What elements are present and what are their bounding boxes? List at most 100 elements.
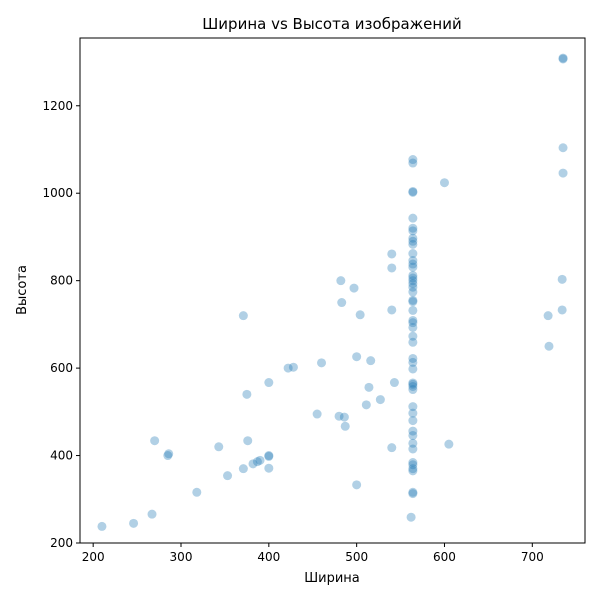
- x-tick-label: 500: [345, 550, 368, 564]
- scatter-point: [408, 155, 418, 165]
- y-tick-label: 1000: [42, 186, 73, 200]
- scatter-point: [408, 426, 418, 436]
- y-tick-label: 600: [50, 361, 73, 375]
- scatter-point: [264, 451, 274, 461]
- scatter-point: [264, 378, 274, 388]
- scatter-point: [408, 464, 418, 474]
- scatter-point: [164, 449, 174, 459]
- scatter-point: [408, 402, 418, 412]
- scatter-point: [408, 295, 418, 305]
- x-tick-label: 200: [82, 550, 105, 564]
- scatter-point: [340, 421, 350, 431]
- scatter-point: [389, 378, 399, 388]
- scatter-point: [283, 363, 293, 373]
- scatter-point: [408, 270, 418, 280]
- scatter-point: [557, 305, 567, 315]
- scatter-point: [317, 358, 327, 368]
- y-tick-label: 800: [50, 274, 73, 288]
- x-tick-label: 400: [257, 550, 280, 564]
- scatter-point: [408, 276, 418, 286]
- scatter-point: [408, 223, 418, 233]
- scatter-point: [439, 178, 449, 188]
- scatter-point: [408, 259, 418, 269]
- scatter-point: [255, 455, 265, 465]
- scatter-point: [558, 143, 568, 153]
- scatter-point: [147, 509, 157, 519]
- scatter-point: [238, 464, 248, 474]
- x-tick-label: 300: [170, 550, 193, 564]
- scatter-point: [408, 381, 418, 391]
- scatter-point: [408, 239, 418, 249]
- chart-title: Ширина vs Высота изображений: [202, 15, 461, 33]
- scatter-point: [408, 444, 418, 454]
- scatter-point: [387, 443, 397, 453]
- scatter-point: [352, 352, 362, 362]
- scatter-point: [408, 487, 418, 497]
- scatter-point: [408, 458, 418, 468]
- scatter-point: [408, 287, 418, 297]
- scatter-point: [408, 318, 418, 328]
- scatter-point: [408, 378, 418, 388]
- scatter-point: [252, 457, 262, 467]
- x-axis: 200 300 400 500 600 700: [82, 543, 544, 564]
- scatter-point: [408, 385, 418, 395]
- scatter-point: [408, 305, 418, 315]
- scatter-point: [339, 412, 349, 422]
- y-tick-label: 400: [50, 449, 73, 463]
- scatter-point: [543, 311, 553, 321]
- scatter-point: [336, 276, 346, 286]
- x-tick-label: 700: [521, 550, 544, 564]
- scatter-point: [375, 395, 385, 405]
- scatter-point: [408, 337, 418, 347]
- scatter-point: [312, 409, 322, 419]
- scatter-point: [408, 379, 418, 389]
- points-group: [97, 53, 568, 531]
- scatter-point: [349, 283, 359, 293]
- scatter-point: [408, 279, 418, 289]
- scatter-point: [408, 262, 418, 272]
- scatter-point: [337, 298, 347, 308]
- scatter-point: [223, 471, 233, 481]
- x-tick-label: 600: [433, 550, 456, 564]
- scatter-point: [334, 411, 344, 421]
- scatter-point: [408, 438, 418, 448]
- scatter-point: [408, 297, 418, 307]
- scatter-point: [408, 430, 418, 440]
- scatter-point: [192, 487, 202, 497]
- scatter-point: [408, 186, 418, 196]
- scatter-point: [248, 459, 258, 469]
- scatter-point: [408, 489, 418, 499]
- scatter-point: [408, 213, 418, 223]
- x-axis-label: Ширина: [304, 571, 360, 586]
- scatter-point: [444, 439, 454, 449]
- scatter-point: [238, 311, 248, 321]
- scatter-point: [150, 436, 160, 446]
- scatter-point: [288, 362, 298, 372]
- scatter-point: [408, 322, 418, 332]
- scatter-point: [163, 451, 173, 461]
- y-axis-label: Высота: [15, 265, 30, 315]
- scatter-point: [408, 416, 418, 426]
- scatter-point: [408, 158, 418, 168]
- scatter-point: [408, 256, 418, 266]
- scatter-point: [406, 512, 416, 522]
- scatter-point: [361, 400, 371, 410]
- scatter-point: [408, 466, 418, 476]
- scatter-point: [264, 451, 274, 461]
- plot-frame: [79, 37, 586, 544]
- scatter-point: [408, 282, 418, 292]
- scatter-point: [408, 249, 418, 259]
- scatter-point: [387, 263, 397, 273]
- scatter-point: [243, 436, 253, 446]
- scatter-point: [408, 408, 418, 418]
- y-axis: 200 400 600 800 1000 1200: [42, 99, 80, 550]
- scatter-point: [408, 364, 418, 374]
- scatter-point: [97, 521, 107, 531]
- scatter-point: [387, 305, 397, 315]
- scatter-point: [366, 356, 376, 366]
- scatter-point: [264, 463, 274, 473]
- scatter-point: [558, 168, 568, 178]
- scatter-point: [557, 274, 567, 284]
- scatter-point: [408, 315, 418, 325]
